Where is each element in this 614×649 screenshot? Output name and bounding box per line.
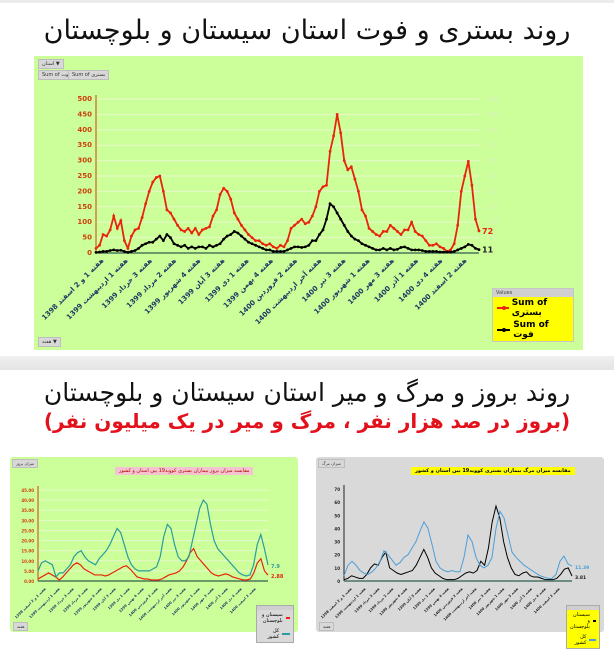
chart-title: مقایسه میزان بروز بیماران بستری کووید19 … bbox=[115, 467, 254, 475]
chart-title: مقایسه میزان مرگ بیماران بستری کووید19 ب… bbox=[411, 467, 575, 475]
svg-text:500: 500 bbox=[487, 96, 499, 103]
svg-text:1399 هفته 4 بهمن: 1399 هفته 4 بهمن bbox=[118, 586, 145, 613]
svg-text:250: 250 bbox=[487, 173, 499, 180]
svg-text:1399 هفته 2 مرداد: 1399 هفته 2 مرداد bbox=[368, 586, 395, 613]
svg-text:30.00: 30.00 bbox=[21, 518, 34, 523]
svg-text:300: 300 bbox=[77, 157, 92, 165]
svg-text:45.00: 45.00 bbox=[21, 488, 34, 493]
svg-text:5.00: 5.00 bbox=[24, 569, 34, 574]
svg-text:2.88: 2.88 bbox=[271, 574, 284, 580]
page-title: روند بستری و فوت استان سیستان و بلوچستان bbox=[43, 15, 571, 46]
svg-text:20.00: 20.00 bbox=[21, 539, 34, 544]
svg-text:هفته 4 دی 1400: هفته 4 دی 1400 bbox=[397, 257, 444, 304]
svg-text:200: 200 bbox=[77, 187, 92, 195]
svg-text:500: 500 bbox=[77, 95, 92, 103]
legend-header: Values bbox=[493, 289, 573, 297]
chart-legend: سیستان و بلوچستان کل کشور bbox=[256, 605, 294, 643]
svg-text:1400 هفته 2 اسفند: 1400 هفته 2 اسفند bbox=[533, 586, 561, 614]
legend-item-country: کل کشور bbox=[257, 626, 293, 642]
legend-item-province: سیستان و بلوچستان bbox=[257, 610, 293, 626]
svg-text:1399 هفته 2 مرداد: 1399 هفته 2 مرداد bbox=[62, 586, 89, 613]
chart-legend: سیستان و بلوچستان کل کشور bbox=[566, 605, 600, 649]
svg-text:200: 200 bbox=[487, 188, 499, 195]
field-pill-hospitalized[interactable]: Sum of بستری bbox=[68, 70, 110, 80]
svg-text:15.00: 15.00 bbox=[21, 549, 34, 554]
legend-item-hospitalized: Sum of بستری bbox=[493, 297, 573, 319]
section-divider bbox=[0, 356, 614, 370]
svg-text:40.00: 40.00 bbox=[21, 498, 34, 503]
svg-text:1400 هفته 2 اسفند: 1400 هفته 2 اسفند bbox=[229, 586, 257, 614]
svg-text:0: 0 bbox=[337, 579, 340, 584]
svg-text:هفته 1 دی 1399: هفته 1 دی 1399 bbox=[203, 257, 250, 304]
legend-item-death: Sum of فوت bbox=[493, 319, 573, 341]
svg-text:60: 60 bbox=[334, 500, 340, 505]
svg-text:7.9: 7.9 bbox=[271, 564, 280, 570]
svg-text:11: 11 bbox=[482, 246, 494, 255]
svg-text:300: 300 bbox=[487, 158, 499, 165]
svg-text:20: 20 bbox=[334, 553, 340, 558]
svg-text:50: 50 bbox=[334, 513, 340, 518]
week-axis-filter-button[interactable]: هفته ▼ bbox=[38, 337, 61, 347]
incidence-comparison-chart: میزان بروز مقایسه میزان بروز بیماران بست… bbox=[10, 457, 298, 643]
svg-text:150: 150 bbox=[77, 203, 92, 211]
corner-field-pill[interactable]: میزان مرگ bbox=[318, 459, 345, 468]
svg-text:هفته 1 آذر 1400: هفته 1 آذر 1400 bbox=[372, 256, 420, 304]
line-chart-plot: 0.00 5.00 10.00 15.00 20.00 25.00 30.00 35.00 40… bbox=[14, 486, 284, 622]
svg-text:25.00: 25.00 bbox=[21, 528, 34, 533]
top-panel: روند بستری و فوت استان سیستان و بلوچستان… bbox=[0, 0, 614, 350]
svg-text:11.39: 11.39 bbox=[575, 565, 589, 571]
svg-text:هفته 3 تیر 1400: هفته 3 تیر 1400 bbox=[300, 257, 347, 304]
svg-text:10.00: 10.00 bbox=[21, 559, 34, 564]
svg-text:350: 350 bbox=[487, 142, 499, 149]
svg-text:400: 400 bbox=[77, 126, 92, 134]
svg-text:0: 0 bbox=[87, 249, 92, 257]
legend-item-country: کل کشور bbox=[567, 632, 599, 648]
svg-text:100: 100 bbox=[487, 219, 499, 226]
line-chart-plot: 0 0 50 50 100 100 150 150 200 200 250 250 300 300 350 3… bbox=[40, 95, 499, 326]
week-axis-pill[interactable]: هفته bbox=[13, 622, 29, 631]
svg-text:400: 400 bbox=[487, 127, 499, 134]
svg-text:72: 72 bbox=[482, 227, 493, 236]
svg-text:1399 هفته 4 بهمن: 1399 هفته 4 بهمن bbox=[423, 586, 450, 613]
svg-text:150: 150 bbox=[487, 204, 499, 211]
week-axis-pill[interactable]: هفته bbox=[319, 622, 335, 631]
chart-legend: Values Sum of بستری Sum of فوت bbox=[492, 288, 574, 342]
svg-text:1399 هفته 3 خرداد: 1399 هفته 3 خرداد bbox=[48, 586, 75, 613]
svg-text:450: 450 bbox=[77, 110, 92, 118]
svg-text:50: 50 bbox=[487, 235, 495, 242]
legend-swatch-black bbox=[497, 327, 511, 332]
svg-text:10: 10 bbox=[334, 566, 340, 571]
svg-text:70: 70 bbox=[334, 487, 340, 492]
svg-text:250: 250 bbox=[77, 172, 92, 180]
svg-text:3.81: 3.81 bbox=[575, 575, 586, 581]
corner-field-pill[interactable]: میزان بروز bbox=[12, 459, 39, 468]
svg-text:100: 100 bbox=[77, 218, 92, 226]
hospitalization-death-chart: استان ▼ Sum of فوت Sum of بستری 0 0 50 50 10… bbox=[34, 56, 583, 350]
svg-text:0: 0 bbox=[487, 250, 491, 257]
section-subtitle: (بروز در صد هزار نفر ، مرگ و میر در یک م… bbox=[43, 409, 571, 433]
svg-text:1399 هفته 3 خرداد: 1399 هفته 3 خرداد bbox=[354, 586, 381, 613]
svg-text:35.00: 35.00 bbox=[21, 508, 34, 513]
svg-text:30: 30 bbox=[334, 540, 340, 545]
legend-item-province: سیستان و بلوچستان bbox=[567, 610, 599, 632]
legend-swatch-red bbox=[497, 305, 509, 310]
svg-text:50: 50 bbox=[82, 234, 92, 242]
svg-text:0.00: 0.00 bbox=[24, 579, 34, 584]
svg-text:هفته 3 آبان 1399: هفته 3 آبان 1399 bbox=[176, 256, 227, 307]
svg-text:450: 450 bbox=[487, 111, 499, 118]
svg-text:350: 350 bbox=[77, 141, 92, 149]
province-filter-button[interactable]: استان ▼ bbox=[38, 59, 64, 69]
section-title: روند بروز و مرگ و میر استان سیستان و بلو… bbox=[43, 378, 571, 407]
mortality-comparison-chart: میزان مرگ مقایسه میزان مرگ بیماران بستری… bbox=[316, 457, 604, 649]
svg-text:40: 40 bbox=[334, 526, 340, 531]
